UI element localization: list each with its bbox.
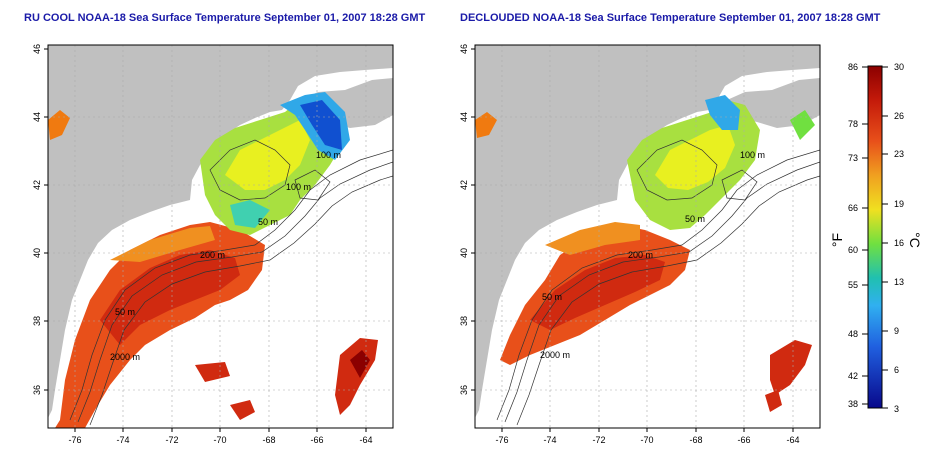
contour-label: 200 m xyxy=(200,250,225,260)
lon-tick-label: -64 xyxy=(786,435,799,445)
contour-labels-left: 100 m 100 m 50 m 200 m 50 m 2000 m xyxy=(110,150,341,362)
f-tick-label: 66 xyxy=(848,203,858,213)
c-tick-label: 19 xyxy=(894,199,904,209)
temperature-colorbar: 86 78 73 66 60 55 48 42 38 30 26 23 19 1… xyxy=(829,62,923,414)
lat-tick-label: 42 xyxy=(32,180,42,190)
lat-tick-label: 38 xyxy=(32,316,42,326)
lon-tick-label: -68 xyxy=(262,435,275,445)
lat-tick-label: 44 xyxy=(459,112,469,122)
c-tick-label: 30 xyxy=(894,62,904,72)
lon-tick-label: -74 xyxy=(543,435,556,445)
f-tick-label: 60 xyxy=(848,245,858,255)
land-mass xyxy=(475,45,820,418)
graticule xyxy=(48,45,393,428)
lon-tick-label: -76 xyxy=(495,435,508,445)
f-tick-label: 48 xyxy=(848,329,858,339)
contour-label: 50 m xyxy=(685,214,705,224)
lon-tick-label: -70 xyxy=(640,435,653,445)
lat-tick-label: 46 xyxy=(32,44,42,54)
lat-tick-label: 36 xyxy=(32,385,42,395)
lon-tick-label: -72 xyxy=(592,435,605,445)
c-tick-label: 6 xyxy=(894,365,899,375)
lon-axis-right: -76 -74 -72 -70 -68 -66 -64 xyxy=(495,435,799,445)
lat-tick-label: 44 xyxy=(32,112,42,122)
contour-label: 50 m xyxy=(258,217,278,227)
lat-tick-label: 42 xyxy=(459,180,469,190)
colorbar-c-ticks: 30 26 23 19 16 13 9 6 3 xyxy=(894,62,904,414)
contour-label: 2000 m xyxy=(110,352,140,362)
lat-tick-label: 46 xyxy=(459,44,469,54)
lon-tick-label: -66 xyxy=(737,435,750,445)
contour-label: 100 m xyxy=(316,150,341,160)
c-tick-label: 13 xyxy=(894,277,904,287)
bathymetry-contours xyxy=(69,139,393,426)
lon-tick-label: -68 xyxy=(689,435,702,445)
colorbar-f-ticks: 86 78 73 66 60 55 48 42 38 xyxy=(848,62,858,409)
lat-tick-label: 38 xyxy=(459,316,469,326)
lat-tick-label: 40 xyxy=(32,248,42,258)
c-tick-label: 26 xyxy=(894,111,904,121)
contour-label: 50 m xyxy=(542,292,562,302)
celsius-axis-label: °C xyxy=(907,232,923,248)
f-tick-label: 42 xyxy=(848,371,858,381)
lon-tick-label: -64 xyxy=(359,435,372,445)
map-panel-left[interactable]: 100 m 100 m 50 m 200 m 50 m 2000 m 46 44… xyxy=(32,44,394,445)
map-title-left: RU COOL NOAA-18 Sea Surface Temperature … xyxy=(24,12,426,24)
contour-label: 100 m xyxy=(286,182,311,192)
contour-label: 2000 m xyxy=(540,350,570,360)
lat-axis-right: 46 44 42 40 38 36 xyxy=(459,44,469,395)
c-tick-label: 16 xyxy=(894,238,904,248)
fahrenheit-axis-label: °F xyxy=(829,233,845,247)
lat-tick-label: 40 xyxy=(459,248,469,258)
f-tick-label: 78 xyxy=(848,119,858,129)
lat-tick-label: 36 xyxy=(459,385,469,395)
map-panel-right[interactable]: 100 m 50 m 200 m 50 m 2000 m 46 44 42 40… xyxy=(459,44,821,445)
lon-tick-label: -76 xyxy=(68,435,81,445)
lon-tick-label: -72 xyxy=(165,435,178,445)
map-title-right: DECLOUDED NOAA-18 Sea Surface Temperatur… xyxy=(460,12,881,24)
contour-label: 100 m xyxy=(740,150,765,160)
graticule xyxy=(475,45,820,428)
c-tick-label: 9 xyxy=(894,326,899,336)
land-mass xyxy=(48,45,393,418)
lat-axis-left: 46 44 42 40 38 36 xyxy=(32,44,42,395)
lon-tick-label: -74 xyxy=(116,435,129,445)
f-tick-label: 86 xyxy=(848,62,858,72)
lon-tick-label: -66 xyxy=(310,435,323,445)
f-tick-label: 55 xyxy=(848,280,858,290)
contour-label: 200 m xyxy=(628,250,653,260)
c-tick-label: 23 xyxy=(894,149,904,159)
lon-tick-label: -70 xyxy=(213,435,226,445)
f-tick-label: 73 xyxy=(848,153,858,163)
c-tick-label: 3 xyxy=(894,404,899,414)
bathymetry-contours xyxy=(496,139,820,426)
colorbar-gradient xyxy=(867,65,883,409)
contour-labels-right: 100 m 50 m 200 m 50 m 2000 m xyxy=(540,150,765,360)
contour-label: 50 m xyxy=(115,307,135,317)
lon-axis-left: -76 -74 -72 -70 -68 -66 -64 xyxy=(68,435,372,445)
f-tick-label: 38 xyxy=(848,399,858,409)
